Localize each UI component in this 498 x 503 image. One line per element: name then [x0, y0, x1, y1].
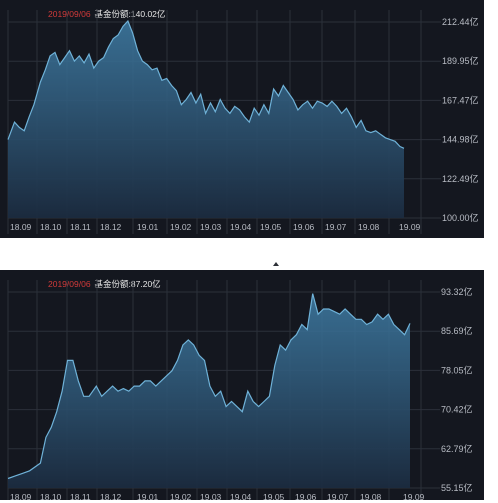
- share-area-fill: [8, 293, 410, 488]
- x-tick-label: 19.02: [170, 492, 192, 500]
- caret-icon: [273, 262, 279, 266]
- x-tick-label: 18.11: [70, 222, 91, 232]
- x-tick-label: 19.03: [200, 492, 222, 500]
- x-tick-label: 18.09: [10, 222, 32, 232]
- x-tick-label: 18.12: [100, 492, 122, 500]
- x-tick-label: 18.11: [70, 492, 91, 500]
- top-chart-share-label: 基金份额:140.02亿: [94, 9, 166, 19]
- bottom-chart-date: 2019/09/06: [48, 279, 91, 289]
- x-tick-label: 19.09: [399, 222, 421, 232]
- x-tick-label: 19.07: [327, 492, 349, 500]
- y-tick-label: 144.98亿: [442, 134, 479, 145]
- x-tick-label: 19.04: [230, 222, 252, 232]
- x-tick-label: 19.08: [358, 222, 380, 232]
- x-tick-label: 19.09: [403, 492, 425, 500]
- x-tick-label: 18.10: [40, 222, 62, 232]
- y-tick-label: 85.69亿: [441, 325, 473, 336]
- share-series-line: [7, 19, 405, 149]
- x-tick-label: 19.05: [260, 222, 282, 232]
- x-tick-label: 19.04: [230, 492, 252, 500]
- bottom-chart-panel: 2019/09/06 基金份额:87.20亿 93.32亿 85.69亿 78.05亿…: [0, 270, 484, 500]
- x-tick-label: 18.09: [10, 492, 32, 500]
- x-tick-label: 19.01: [137, 222, 159, 232]
- share-series-line: [7, 293, 411, 480]
- x-tick-label: 19.03: [200, 222, 222, 232]
- y-tick-label: 93.32亿: [441, 286, 473, 297]
- y-tick-label: 55.15亿: [441, 482, 473, 493]
- x-tick-label: 19.01: [137, 492, 159, 500]
- y-tick-label: 70.42亿: [441, 404, 473, 415]
- y-tick-label: 167.47亿: [442, 94, 479, 105]
- top-share-area-chart: 212.44亿 189.95亿 167.47亿 144.98亿 122.49亿 100.0…: [7, 10, 479, 234]
- y-tick-label: 62.79亿: [441, 443, 473, 454]
- bottom-share-area-chart: 93.32亿 85.69亿 78.05亿 70.42亿 62.79亿 55.15亿 18.0…: [7, 280, 473, 500]
- top-chart-title: 2019/09/06 基金份额:140.02亿: [48, 8, 165, 20]
- y-tick-label: 78.05亿: [441, 364, 473, 375]
- x-tick-label: 19.06: [295, 492, 317, 500]
- x-tick-label: 19.05: [263, 492, 285, 500]
- share-area-fill: [8, 21, 404, 218]
- y-tick-label: 122.49亿: [442, 173, 479, 184]
- x-tick-label: 18.10: [40, 492, 62, 500]
- x-tick-label: 19.08: [360, 492, 382, 500]
- bottom-chart-share-label: 基金份额:87.20亿: [94, 279, 161, 289]
- top-chart-panel: 2019/09/06 基金份额:140.02亿 212.44亿 189.95亿 167…: [0, 0, 484, 238]
- y-tick-label: 100.00亿: [442, 212, 479, 223]
- x-tick-label: 19.07: [325, 222, 347, 232]
- x-tick-label: 18.12: [100, 222, 122, 232]
- bottom-chart-title: 2019/09/06 基金份额:87.20亿: [48, 278, 161, 290]
- x-tick-label: 19.02: [170, 222, 192, 232]
- top-chart-date: 2019/09/06: [48, 9, 91, 19]
- y-tick-label: 189.95亿: [442, 55, 479, 66]
- x-tick-label: 19.06: [293, 222, 315, 232]
- y-tick-label: 212.44亿: [442, 16, 479, 27]
